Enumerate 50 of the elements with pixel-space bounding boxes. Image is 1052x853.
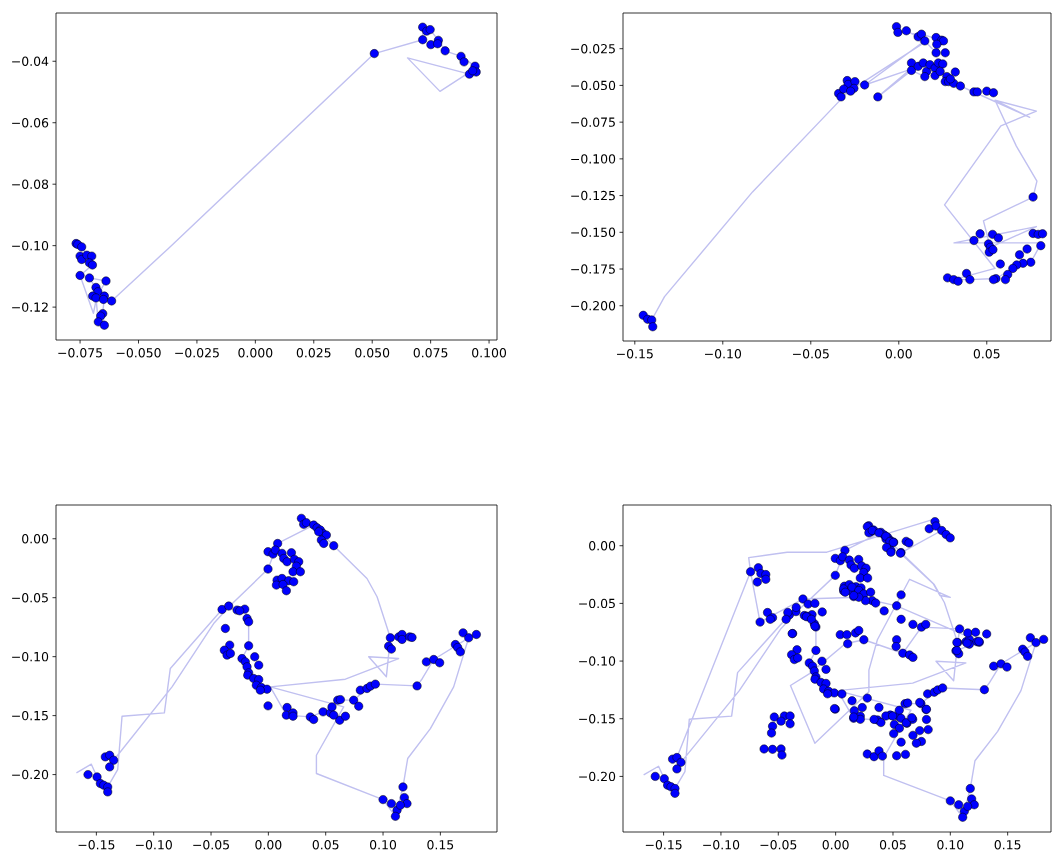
- y-tick-label: −0.050: [571, 80, 616, 91]
- x-tick-label: −0.10: [703, 840, 740, 850]
- x-tick-label: −0.10: [705, 349, 742, 359]
- x-tick-label: 0.000: [238, 348, 273, 358]
- x-tick-label: −0.15: [78, 840, 115, 850]
- y-tick-label: −0.10: [579, 656, 616, 666]
- x-tick-label: 0.00: [822, 840, 849, 850]
- y-tick-label: 0.00: [22, 534, 49, 544]
- y-tick-label: −0.05: [12, 592, 48, 603]
- y-tick-label: −0.100: [571, 154, 616, 164]
- y-tick-label: −0.08: [12, 179, 49, 189]
- x-tick-label: −0.050: [116, 348, 161, 358]
- x-tick-label: 0.15: [994, 840, 1021, 850]
- x-tick-label: 0.10: [369, 840, 397, 850]
- y-tick-label: −0.15: [579, 714, 615, 724]
- y-tick-label: −0.125: [571, 190, 615, 201]
- y-tick-label: −0.175: [571, 264, 615, 274]
- x-tick-label: −0.075: [58, 348, 103, 358]
- y-tick-label: −0.12: [12, 302, 48, 312]
- x-tick-label: −0.05: [193, 840, 230, 850]
- x-tick-label: 0.10: [937, 840, 964, 850]
- y-tick-label: −0.15: [12, 710, 48, 721]
- x-tick-label: −0.15: [617, 349, 653, 359]
- x-tick-label: −0.05: [760, 840, 797, 850]
- y-tick-label: −0.05: [579, 598, 615, 609]
- x-tick-label: −0.05: [793, 349, 829, 359]
- x-tick-label: 0.05: [973, 349, 1000, 359]
- y-tick-label: −0.20: [12, 769, 49, 780]
- y-tick-label: −0.150: [571, 227, 616, 238]
- y-tick-label: −0.075: [571, 117, 615, 127]
- x-tick-label: 0.100: [472, 348, 507, 358]
- y-tick-label: −0.025: [571, 43, 615, 54]
- x-tick-label: 0.05: [879, 840, 906, 850]
- x-tick-label: −0.15: [645, 840, 682, 850]
- x-tick-label: 0.025: [296, 348, 331, 358]
- x-tick-label: 0.05: [312, 840, 339, 850]
- x-tick-label: 0.00: [255, 840, 282, 850]
- y-tick-label: −0.200: [571, 301, 616, 311]
- x-tick-label: 0.075: [413, 348, 448, 358]
- x-tick-label: 0.15: [427, 840, 454, 850]
- y-tick-label: −0.10: [12, 240, 49, 251]
- x-tick-label: −0.10: [135, 840, 172, 850]
- y-tick-label: −0.10: [12, 651, 49, 662]
- y-tick-label: −0.04: [12, 56, 49, 66]
- y-tick-label: −0.20: [579, 771, 616, 782]
- y-tick-label: −0.06: [12, 118, 49, 128]
- x-tick-label: −0.025: [175, 348, 219, 358]
- x-tick-label: 0.050: [355, 348, 390, 358]
- x-tick-label: 0.00: [885, 349, 912, 359]
- y-tick-label: 0.00: [589, 541, 616, 551]
